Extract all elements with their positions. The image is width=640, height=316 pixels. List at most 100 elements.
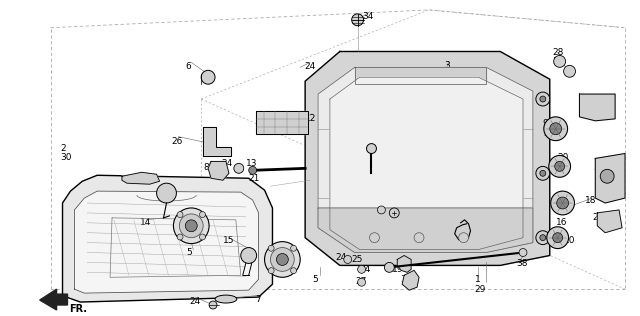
- Circle shape: [544, 117, 568, 141]
- Text: 29: 29: [474, 285, 486, 294]
- Text: 19: 19: [392, 265, 404, 274]
- Text: 24: 24: [336, 252, 347, 262]
- Circle shape: [234, 163, 244, 173]
- Circle shape: [540, 96, 546, 102]
- Circle shape: [186, 220, 197, 232]
- Text: 32: 32: [543, 129, 554, 138]
- Circle shape: [271, 247, 294, 271]
- Text: 4: 4: [389, 206, 395, 215]
- Text: 1: 1: [474, 275, 480, 284]
- Text: 37: 37: [593, 163, 605, 173]
- Text: 11: 11: [362, 156, 373, 166]
- Circle shape: [177, 234, 183, 240]
- Text: 13: 13: [246, 160, 257, 168]
- Polygon shape: [74, 191, 259, 293]
- Circle shape: [201, 70, 215, 84]
- Circle shape: [264, 242, 300, 277]
- Text: 35: 35: [553, 58, 564, 66]
- Circle shape: [385, 262, 394, 272]
- Polygon shape: [40, 289, 67, 310]
- Text: 20: 20: [557, 154, 569, 162]
- Polygon shape: [255, 111, 308, 134]
- Polygon shape: [305, 52, 550, 265]
- Circle shape: [344, 256, 352, 264]
- Polygon shape: [597, 210, 622, 233]
- Circle shape: [554, 55, 566, 67]
- Circle shape: [600, 169, 614, 183]
- Circle shape: [177, 212, 183, 217]
- Text: 25: 25: [352, 256, 363, 264]
- Circle shape: [291, 245, 296, 251]
- Polygon shape: [318, 67, 533, 252]
- Text: 15: 15: [223, 236, 234, 245]
- Text: 5: 5: [312, 275, 318, 284]
- Text: 24: 24: [189, 297, 200, 306]
- Text: 3: 3: [444, 61, 449, 70]
- Polygon shape: [203, 127, 231, 156]
- Text: 12: 12: [305, 114, 317, 123]
- Circle shape: [540, 170, 546, 176]
- Polygon shape: [63, 175, 273, 302]
- Polygon shape: [318, 208, 533, 252]
- Circle shape: [276, 253, 288, 265]
- Circle shape: [414, 233, 424, 243]
- Circle shape: [173, 208, 209, 244]
- Circle shape: [536, 231, 550, 245]
- Circle shape: [389, 208, 399, 218]
- Text: 7: 7: [255, 295, 261, 304]
- Circle shape: [536, 166, 550, 180]
- Circle shape: [369, 233, 380, 243]
- Text: 21: 21: [249, 174, 260, 183]
- Text: 26: 26: [172, 137, 183, 146]
- Circle shape: [459, 233, 468, 243]
- Text: 36: 36: [588, 97, 599, 106]
- Text: 33: 33: [400, 275, 412, 284]
- Circle shape: [551, 191, 575, 215]
- Text: 10: 10: [564, 236, 575, 245]
- Polygon shape: [330, 77, 523, 250]
- Text: 28: 28: [553, 47, 564, 57]
- Text: 2: 2: [61, 143, 66, 153]
- Circle shape: [519, 249, 527, 257]
- Circle shape: [550, 123, 562, 135]
- Circle shape: [358, 265, 365, 273]
- Circle shape: [209, 301, 217, 309]
- Text: 9: 9: [543, 119, 548, 128]
- Polygon shape: [397, 256, 411, 272]
- Text: 14: 14: [140, 218, 151, 227]
- Text: 27: 27: [356, 277, 367, 286]
- Circle shape: [241, 247, 257, 264]
- Polygon shape: [579, 94, 615, 121]
- Text: 23: 23: [593, 213, 604, 222]
- Circle shape: [553, 233, 563, 243]
- Text: FR.: FR.: [70, 304, 88, 314]
- Polygon shape: [208, 161, 229, 180]
- Circle shape: [200, 234, 205, 240]
- Polygon shape: [402, 270, 419, 290]
- Circle shape: [179, 214, 203, 238]
- Text: 6: 6: [186, 62, 191, 71]
- Circle shape: [352, 14, 364, 26]
- Polygon shape: [355, 67, 486, 84]
- Text: 24: 24: [304, 62, 316, 71]
- Text: 24: 24: [221, 160, 232, 168]
- Polygon shape: [122, 172, 159, 184]
- Circle shape: [564, 65, 575, 77]
- Circle shape: [367, 143, 376, 154]
- Ellipse shape: [215, 295, 237, 303]
- Circle shape: [291, 268, 296, 274]
- Circle shape: [536, 92, 550, 106]
- Circle shape: [268, 268, 274, 274]
- Text: 34: 34: [363, 12, 374, 21]
- Text: 24: 24: [376, 206, 387, 215]
- Circle shape: [157, 183, 177, 203]
- Text: 5: 5: [186, 247, 192, 257]
- Circle shape: [249, 166, 257, 174]
- Circle shape: [548, 155, 570, 177]
- Text: 30: 30: [61, 154, 72, 162]
- Text: 18: 18: [586, 196, 597, 205]
- Circle shape: [557, 197, 568, 209]
- Text: 22: 22: [457, 226, 468, 235]
- Circle shape: [200, 212, 205, 217]
- Circle shape: [555, 161, 564, 171]
